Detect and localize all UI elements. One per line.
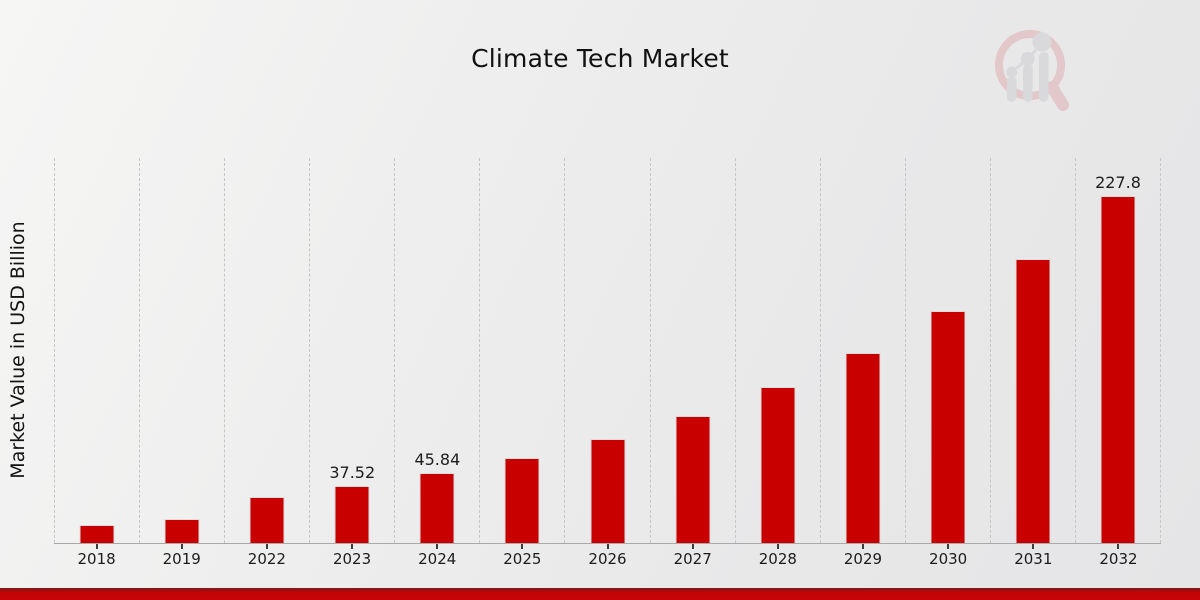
plot-area: 37.52 45.84 227.8 bbox=[54, 158, 1162, 549]
magnifier-growth-chart-logo-icon bbox=[995, 30, 1069, 111]
chart-column bbox=[564, 158, 649, 549]
axis-tick bbox=[521, 544, 524, 549]
chart-column bbox=[139, 158, 224, 549]
bar-2018 bbox=[79, 525, 115, 543]
bar-2028 bbox=[760, 387, 796, 543]
bar-2029 bbox=[845, 352, 881, 543]
bar-value-label: 37.52 bbox=[329, 462, 376, 482]
bar-value-label: 227.8 bbox=[1095, 173, 1141, 192]
x-tick-label: 2029 bbox=[843, 550, 883, 568]
axis-tick bbox=[351, 544, 354, 549]
x-tick-label: 2024 bbox=[418, 550, 457, 568]
x-tick-label: 2028 bbox=[758, 550, 797, 568]
chart-column bbox=[819, 158, 905, 549]
axis-tick bbox=[1116, 544, 1119, 549]
axis-tick bbox=[96, 544, 99, 549]
x-tick-label: 2027 bbox=[673, 550, 712, 568]
bar-value-label: 45.84 bbox=[414, 450, 461, 470]
chart-column bbox=[649, 158, 735, 549]
axis-tick bbox=[266, 544, 269, 549]
axis-tick bbox=[436, 544, 439, 549]
bar-2023 bbox=[334, 485, 370, 543]
chart-column bbox=[989, 158, 1075, 549]
chart-column bbox=[734, 158, 820, 549]
x-tick-label: 2031 bbox=[1014, 550, 1053, 568]
bar-2025 bbox=[504, 457, 540, 543]
axis-tick bbox=[1031, 544, 1034, 549]
chart-column bbox=[54, 158, 139, 549]
x-tick-label: 2019 bbox=[162, 550, 201, 568]
chart-column: 45.84 bbox=[394, 158, 479, 549]
bar-2027 bbox=[675, 415, 711, 543]
y-axis-label: Market Value in USD Billion bbox=[7, 221, 29, 479]
axis-tick bbox=[861, 544, 864, 549]
axis-tick bbox=[691, 544, 694, 549]
x-tick-label: 2022 bbox=[247, 550, 286, 568]
bar-2019 bbox=[164, 518, 200, 543]
x-tick-label: 2032 bbox=[1099, 550, 1138, 568]
bar-2030 bbox=[930, 310, 966, 543]
x-tick-label: 2026 bbox=[588, 550, 627, 568]
chart-column: 227.8 bbox=[1074, 158, 1162, 549]
bar-2031 bbox=[1015, 258, 1051, 543]
axis-tick bbox=[606, 544, 609, 549]
bar-2032 bbox=[1100, 196, 1136, 543]
x-axis-labels: 2018 2019 2022 2023 2024 2025 2026 2027 2028 2029… bbox=[54, 550, 1161, 568]
chart-column bbox=[904, 158, 990, 549]
bar-2026 bbox=[590, 438, 625, 543]
chart-title: Climate Tech Market bbox=[471, 44, 729, 73]
chart-column bbox=[479, 158, 564, 549]
bar-2024 bbox=[419, 473, 455, 543]
x-tick-label: 2025 bbox=[503, 550, 542, 568]
x-tick-label: 2018 bbox=[77, 550, 116, 568]
chart-column bbox=[224, 158, 309, 549]
x-tick-label: 2023 bbox=[332, 550, 372, 568]
chart-column: 37.52 bbox=[309, 158, 394, 549]
x-tick-label: 2030 bbox=[929, 550, 968, 568]
bottom-red-banner bbox=[0, 588, 1200, 600]
axis-tick bbox=[946, 544, 949, 549]
axis-tick bbox=[776, 544, 779, 549]
bar-2022 bbox=[249, 497, 285, 543]
axis-tick bbox=[181, 544, 184, 549]
